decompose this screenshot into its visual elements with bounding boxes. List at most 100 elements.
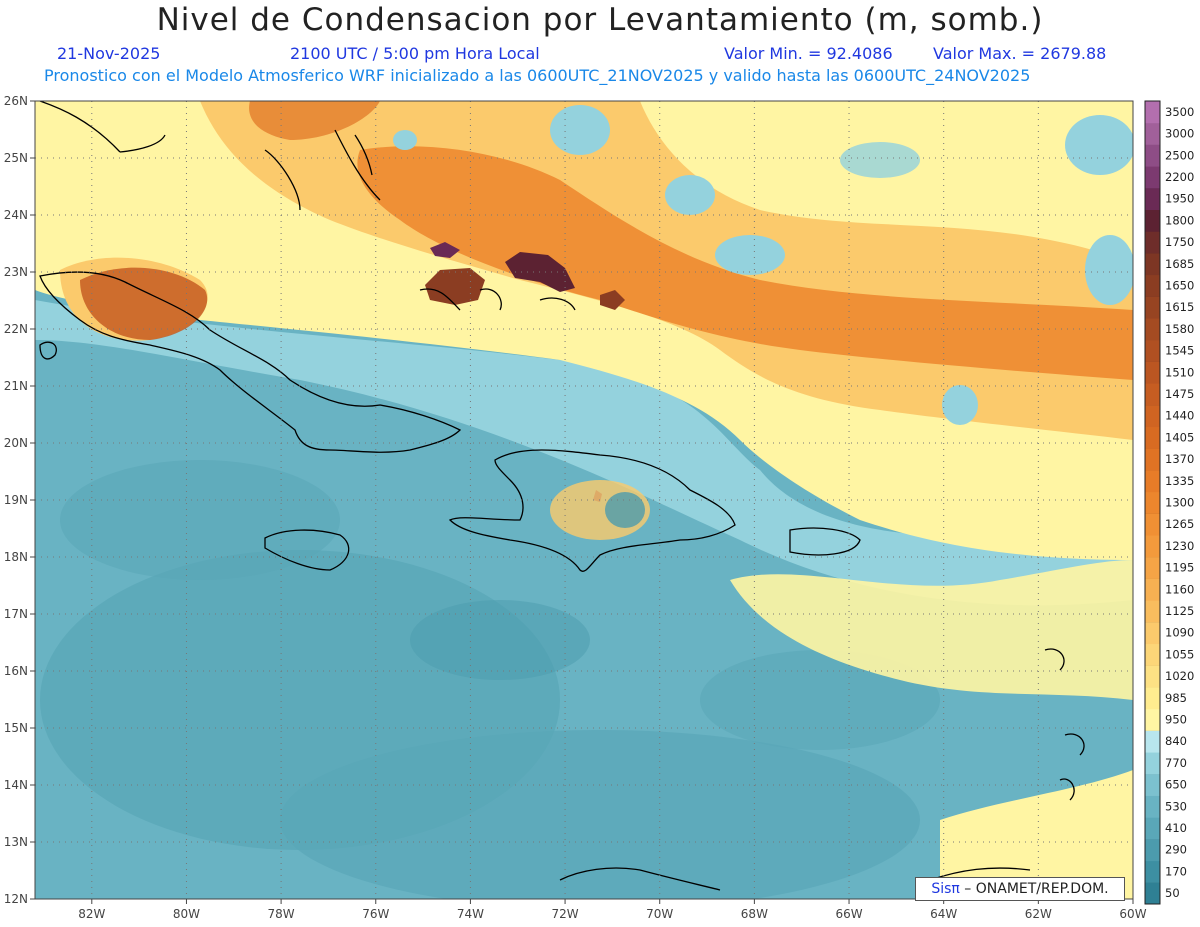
colorbar-label: 1650: [1165, 278, 1194, 292]
lon-tick-label: 78W: [268, 907, 295, 921]
field-patch: [1065, 115, 1133, 175]
lat-tick-label: 19N: [4, 493, 28, 507]
lon-tick-label: 74W: [457, 907, 484, 921]
colorbar-label: 1800: [1165, 213, 1194, 227]
field-layer: [35, 101, 1133, 899]
colorbar-swatch: [1145, 252, 1160, 276]
colorbar-label: 2200: [1165, 170, 1194, 184]
colorbar-swatch: [1145, 448, 1160, 471]
florida-coast: [39, 101, 166, 153]
colorbar-label: 1300: [1165, 496, 1194, 510]
field-patch: [410, 600, 590, 680]
bahamas-south-coast: [419, 288, 576, 311]
field-patch: [249, 101, 380, 140]
field-patch: [665, 175, 715, 215]
colorbar-label: 1580: [1165, 322, 1194, 336]
colorbar-swatch: [1145, 144, 1160, 167]
colorbar-label: 985: [1165, 691, 1187, 705]
field-patch: [840, 142, 920, 178]
lat-tick-label: 14N: [4, 778, 28, 792]
field-patch: [80, 267, 208, 340]
colorbar-label: 290: [1165, 843, 1187, 857]
colorbar-swatch: [1145, 686, 1160, 710]
lon-tick-label: 72W: [551, 907, 578, 921]
colorbar-label: 1055: [1165, 647, 1194, 661]
colorbar-swatch: [1145, 187, 1160, 211]
field-patch: [393, 130, 417, 150]
colorbar-swatch: [1145, 817, 1160, 840]
lon-tick-label: 64W: [930, 907, 957, 921]
field-patch: [425, 268, 485, 305]
lesser-antilles-coast: [1044, 648, 1085, 801]
colorbar-swatch: [1145, 752, 1160, 775]
lat-tick-label: 13N: [4, 835, 28, 849]
model-info: Pronostico con el Modelo Atmosferico WRF…: [44, 66, 1031, 85]
colorbar-label: 1405: [1165, 430, 1194, 444]
colorbar-label: 1265: [1165, 517, 1194, 531]
colorbar-label: 1950: [1165, 192, 1194, 206]
credit-text: – ONAMET/REP.DOM.: [959, 881, 1109, 897]
field-patch: [550, 105, 610, 155]
field-patch: [430, 242, 460, 258]
colorbar-label: 950: [1165, 713, 1187, 727]
colorbar-swatch: [1145, 469, 1160, 493]
colorbar-swatch: [1145, 535, 1160, 558]
colorbar-label: 650: [1165, 778, 1187, 792]
max-value-label: Valor Max. = 2679.88: [933, 44, 1107, 63]
colorbar-label: 3000: [1165, 127, 1194, 141]
lon-tick-label: 60W: [1119, 907, 1146, 921]
field-patch: [715, 235, 785, 275]
colorbar-swatch: [1145, 426, 1160, 449]
colorbar-swatch: [1145, 122, 1160, 145]
colorbar-swatch: [1145, 274, 1160, 297]
lat-tick-label: 17N: [4, 607, 28, 621]
field-patch: [730, 560, 1133, 700]
colorbar-label: 1545: [1165, 344, 1194, 358]
colorbar-swatch: [1145, 860, 1160, 883]
colorbar-swatch: [1145, 296, 1160, 319]
colorbar-label: 530: [1165, 799, 1187, 813]
colorbar-swatch: [1145, 361, 1160, 384]
colorbar-swatch: [1145, 404, 1160, 428]
colorbar-swatch: [1145, 209, 1160, 232]
field-patch: [280, 730, 920, 899]
colorbar-label: 1440: [1165, 409, 1194, 423]
field-patch: [600, 290, 625, 310]
axis-ticks: 82W 80W 78W 76W 74W 72W 70W 68W 66W 64W 62W 60W 12N 1…: [4, 94, 1147, 921]
lon-tick-label: 62W: [1025, 907, 1052, 921]
colorbar-swatch: [1145, 231, 1160, 254]
colorbar-swatch: [1145, 882, 1160, 905]
lat-tick-label: 24N: [4, 208, 28, 222]
colorbar-frame: [1144, 100, 1161, 905]
hispaniola-coast: [448, 449, 736, 572]
colorbar-swatch: [1145, 708, 1160, 731]
lat-tick-label: 26N: [4, 94, 28, 108]
colorbar-swatch: [1145, 101, 1160, 124]
colorbar-swatch: [1145, 773, 1160, 796]
jamaica-coast: [264, 529, 350, 571]
colorbar-label: 1615: [1165, 300, 1194, 314]
colorbar-label: 1335: [1165, 474, 1194, 488]
colorbar-label: 1195: [1165, 561, 1194, 575]
colorbar-label: 50: [1165, 886, 1180, 900]
lat-tick-label: 21N: [4, 379, 28, 393]
lat-tick-label: 25N: [4, 151, 28, 165]
colorbar-label: 1160: [1165, 582, 1194, 596]
colorbar-swatch: [1145, 795, 1160, 818]
field-patch: [940, 770, 1133, 899]
colorbar-label: 3500: [1165, 105, 1194, 119]
colorbar-swatch: [1145, 383, 1160, 406]
colorbar-label: 1370: [1165, 452, 1194, 466]
colorbar-label: 1020: [1165, 669, 1194, 683]
forecast-date: 21-Nov-2025: [57, 44, 161, 63]
lon-tick-label: 66W: [835, 907, 862, 921]
cuba-coast: [39, 271, 462, 453]
colorbar-swatch: [1145, 730, 1160, 753]
colorbar-swatch: [1145, 513, 1160, 536]
colorbar-label: 170: [1165, 864, 1187, 878]
forecast-time: 2100 UTC / 5:00 pm Hora Local: [290, 44, 540, 63]
colorbar-swatch: [1145, 838, 1160, 862]
field-patch: [605, 492, 645, 528]
colorbar-swatch: [1145, 491, 1160, 514]
